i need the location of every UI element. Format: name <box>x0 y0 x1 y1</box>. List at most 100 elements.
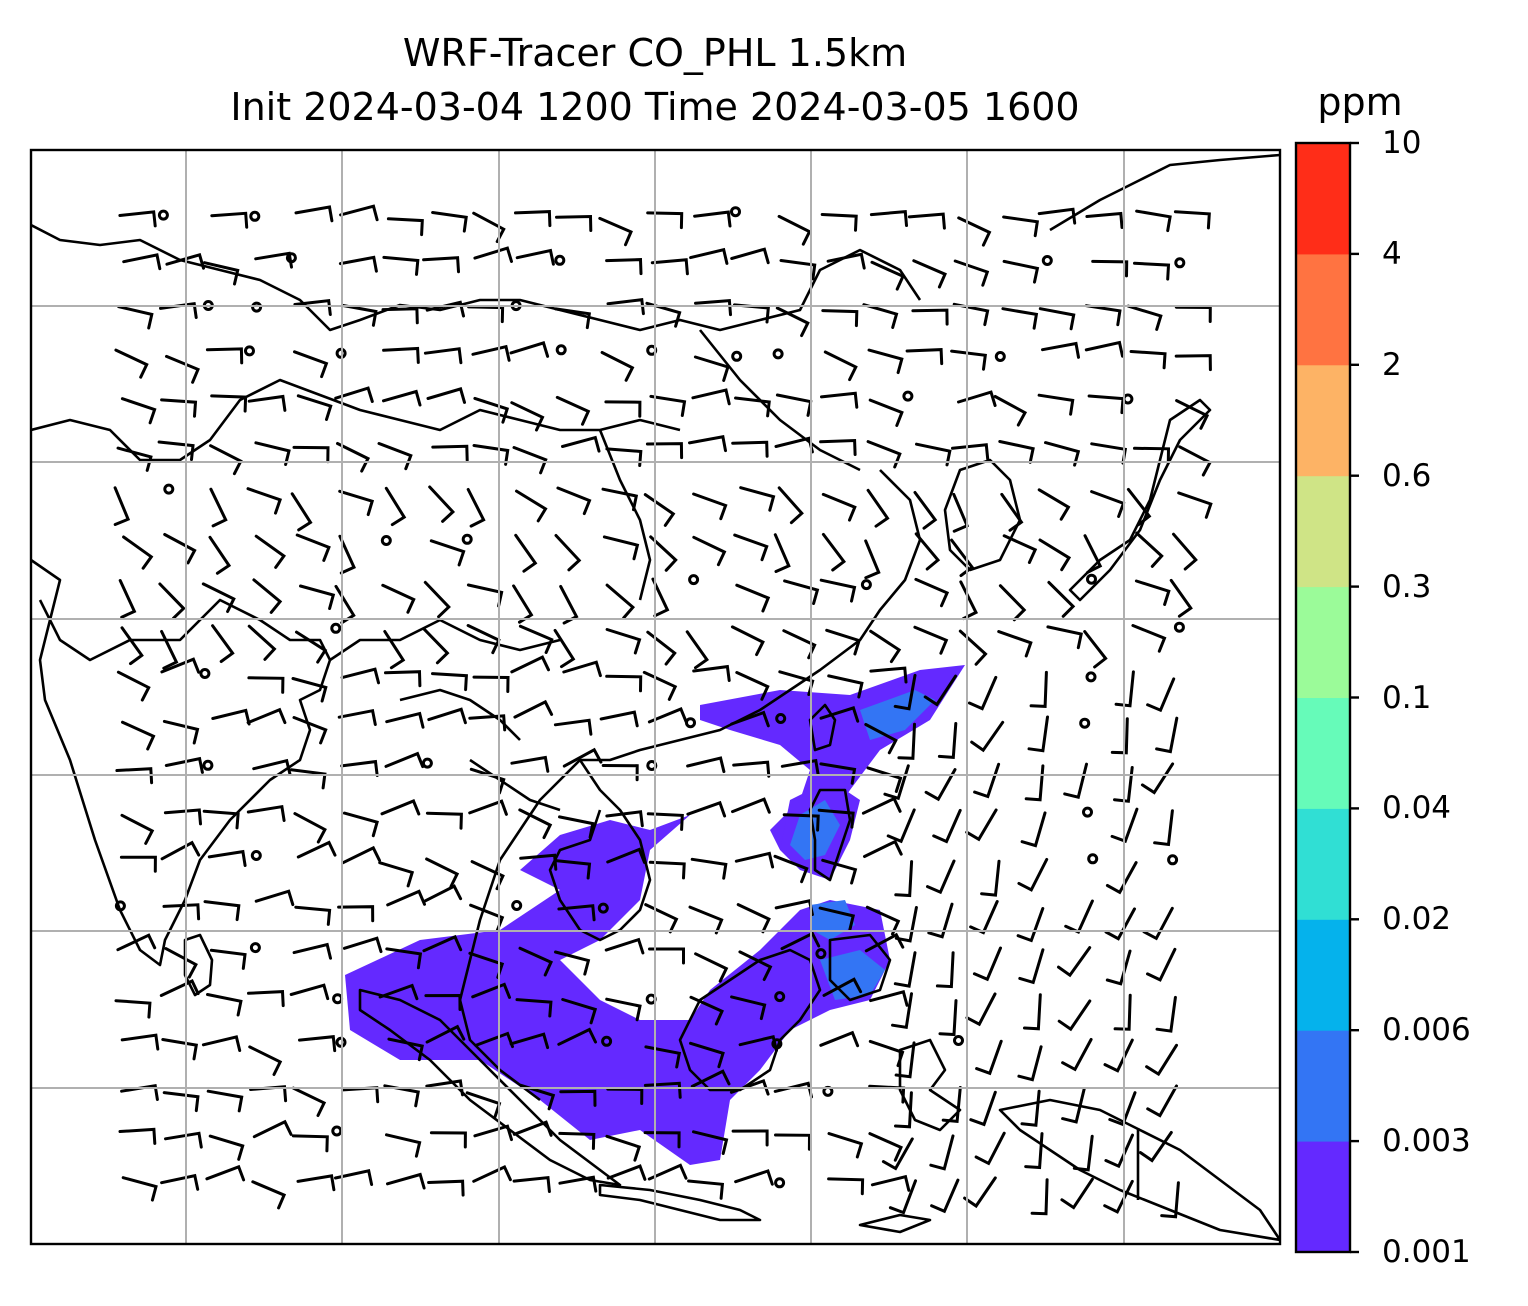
wind-barb <box>385 711 425 729</box>
wind-barb <box>868 1039 905 1068</box>
wind-barb <box>254 889 295 907</box>
wind-barb <box>342 811 379 838</box>
coastlines <box>31 153 1280 1242</box>
colorbar-segment <box>1296 253 1350 366</box>
wind-barb <box>779 259 817 281</box>
wind-barb <box>118 1127 157 1145</box>
wind-barb <box>957 390 997 407</box>
wind-barb <box>120 397 157 425</box>
wind-barb <box>114 999 152 1019</box>
wind-barb <box>558 1131 596 1150</box>
wind-barb <box>426 387 466 404</box>
wind-barb <box>937 722 958 760</box>
calm-wind-circle <box>774 1177 786 1189</box>
calm-wind-circle <box>1167 854 1179 866</box>
wind-barb <box>1114 670 1135 708</box>
wind-barb <box>512 1175 551 1193</box>
wind-barb <box>554 859 592 880</box>
wind-barb <box>907 212 946 230</box>
wind-barb <box>429 539 466 567</box>
calm-wind-circle <box>1122 393 1134 405</box>
wind-barb <box>952 492 970 533</box>
wind-barb <box>734 851 775 869</box>
wind-barb <box>164 756 204 774</box>
wind-barb <box>1030 1178 1049 1216</box>
wind-barb <box>606 298 645 316</box>
calm-wind-circle <box>331 1125 343 1137</box>
wind-barb <box>292 445 330 464</box>
wind-barb <box>252 758 292 776</box>
wind-barb <box>337 708 377 726</box>
wind-barb <box>688 905 724 935</box>
calm-wind-circle <box>249 210 261 222</box>
wind-barb <box>113 486 131 526</box>
wind-barb <box>338 255 378 273</box>
wind-barb <box>736 903 771 934</box>
wind-barb <box>648 947 685 965</box>
wind-barb <box>894 1041 916 1079</box>
wind-barb <box>1072 1134 1094 1172</box>
wind-barb <box>891 992 913 1030</box>
wind-barb <box>1064 899 1094 934</box>
wind-barb <box>938 999 958 1037</box>
taiwan-coast <box>808 703 837 752</box>
wind-barb <box>203 900 241 922</box>
wind-barb <box>161 1038 199 1061</box>
wind-barb <box>893 951 917 988</box>
map-frame <box>29 148 1282 1246</box>
russia-coast <box>1049 153 1280 232</box>
wind-barb <box>159 979 200 997</box>
wind-barb <box>1146 677 1176 713</box>
wind-barb <box>888 1179 917 1215</box>
wind-barb <box>864 539 881 580</box>
wind-barb <box>208 535 232 575</box>
colorbar-tick-label: 0.3 <box>1382 568 1432 605</box>
wind-barb <box>474 1031 514 1049</box>
wind-barb <box>291 1086 327 1117</box>
wind-barb <box>429 1131 467 1149</box>
wind-barb <box>864 932 905 953</box>
calm-wind-circle <box>688 574 700 586</box>
wind-barb <box>775 393 813 417</box>
wind-barb <box>950 538 975 578</box>
wind-barb <box>247 394 287 412</box>
wind-barb <box>513 699 554 719</box>
wind-barb <box>562 660 602 678</box>
wind-barb <box>473 1124 513 1142</box>
wind-barb <box>821 532 847 572</box>
wind-barb <box>514 533 538 573</box>
wind-barb <box>382 255 420 276</box>
wind-barb <box>1061 1087 1086 1124</box>
wind-barb <box>911 308 949 326</box>
calm-wind-circle <box>772 348 784 360</box>
wind-barb <box>1041 341 1080 359</box>
wind-barb <box>386 1172 426 1190</box>
wind-barb <box>422 934 463 953</box>
wind-barb <box>599 710 639 728</box>
wind-barb <box>819 438 857 456</box>
wind-barb <box>556 486 592 516</box>
wind-barb <box>378 983 419 1001</box>
wind-barb <box>562 747 603 768</box>
wind-barb <box>289 768 327 790</box>
wind-barb <box>782 629 817 660</box>
calm-wind-circle <box>815 948 827 960</box>
calm-wind-circle <box>994 351 1006 362</box>
wind-barb <box>773 1081 813 1099</box>
wind-barb <box>605 628 642 655</box>
wind-barb <box>381 307 419 325</box>
wind-barb <box>731 797 771 814</box>
wind-barb <box>385 1133 422 1158</box>
wind-barb <box>158 582 186 620</box>
wind-barb <box>924 768 957 802</box>
calm-wind-circle <box>1085 671 1097 683</box>
calm-wind-circle <box>380 535 392 546</box>
wind-barb <box>650 258 689 276</box>
wind-barb <box>1140 762 1175 795</box>
wind-barb <box>211 708 251 726</box>
wind-barb <box>512 1120 553 1137</box>
wind-barb <box>998 584 1027 622</box>
wind-barb <box>958 629 988 666</box>
wind-barb <box>894 860 914 898</box>
wind-barb <box>160 398 198 418</box>
